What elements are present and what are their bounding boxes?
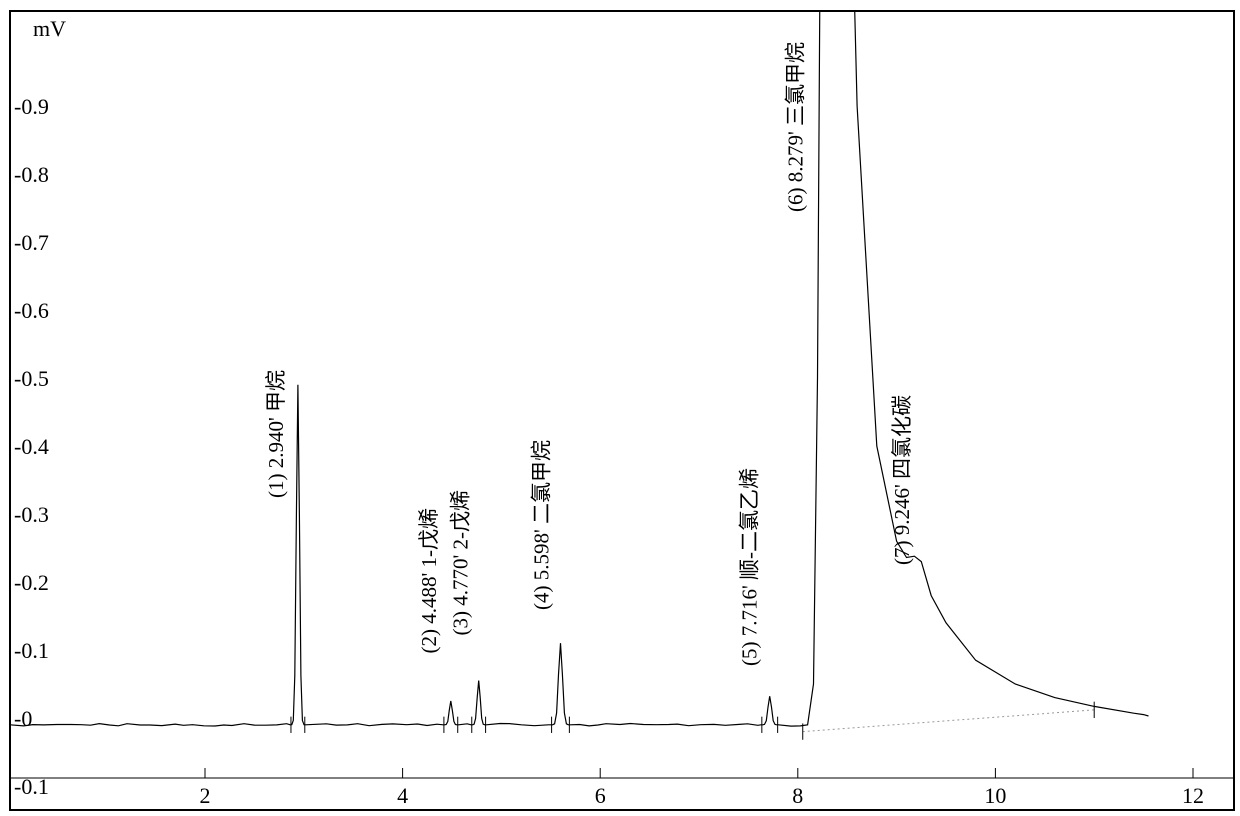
y-tick-label: -0.8 [14, 162, 49, 187]
y-tick-label: -0.4 [14, 434, 49, 459]
x-tick-label: 4 [397, 783, 408, 808]
y-tick-label: -0.2 [14, 570, 49, 595]
y-tick-label: -0 [14, 706, 32, 731]
y-tick-label: -0.9 [14, 94, 49, 119]
peak-label: (6) 8.279' 三氯甲烷 [783, 42, 807, 212]
peak-label: (5) 7.716' 顺-二氯乙烯 [738, 468, 762, 666]
x-tick-label: 2 [200, 783, 211, 808]
plot-border [10, 11, 1234, 810]
y-tick-label: -0.3 [14, 502, 49, 527]
x-tick-label: 6 [595, 783, 606, 808]
y-tick-label: -0.1 [14, 774, 49, 799]
chromatogram-chart: mV -0.1 -0 -0.1 -0.2 -0.3 -0.4 -0.5 -0.6 -0.7 -0.8… [0, 0, 1240, 816]
peak-label: (3) 4.770' 2-戊烯 [449, 490, 473, 636]
y-tick-label: -0.5 [14, 366, 49, 391]
peak-label: (2) 4.488' 1-戊烯 [417, 508, 441, 654]
y-axis-label: mV [33, 16, 66, 41]
chart-svg: mV -0.1 -0 -0.1 -0.2 -0.3 -0.4 -0.5 -0.6 -0.7 -0.8… [0, 0, 1240, 816]
x-tick-label: 10 [984, 783, 1006, 808]
x-tick-label: 12 [1182, 783, 1204, 808]
y-tick-label: -0.1 [14, 638, 49, 663]
y-tick-label: -0.6 [14, 298, 49, 323]
x-tick-label: 8 [792, 783, 803, 808]
y-tick-label: -0.7 [14, 230, 49, 255]
integration-baseline [803, 710, 1094, 732]
peak-label: (4) 5.598' 二氯甲烷 [529, 440, 553, 610]
peak-label: (1) 2.940' 甲烷 [264, 370, 288, 498]
peak-label: (7) 9.246' 四氯化碳 [890, 395, 914, 565]
signal-trace [10, 0, 1149, 726]
